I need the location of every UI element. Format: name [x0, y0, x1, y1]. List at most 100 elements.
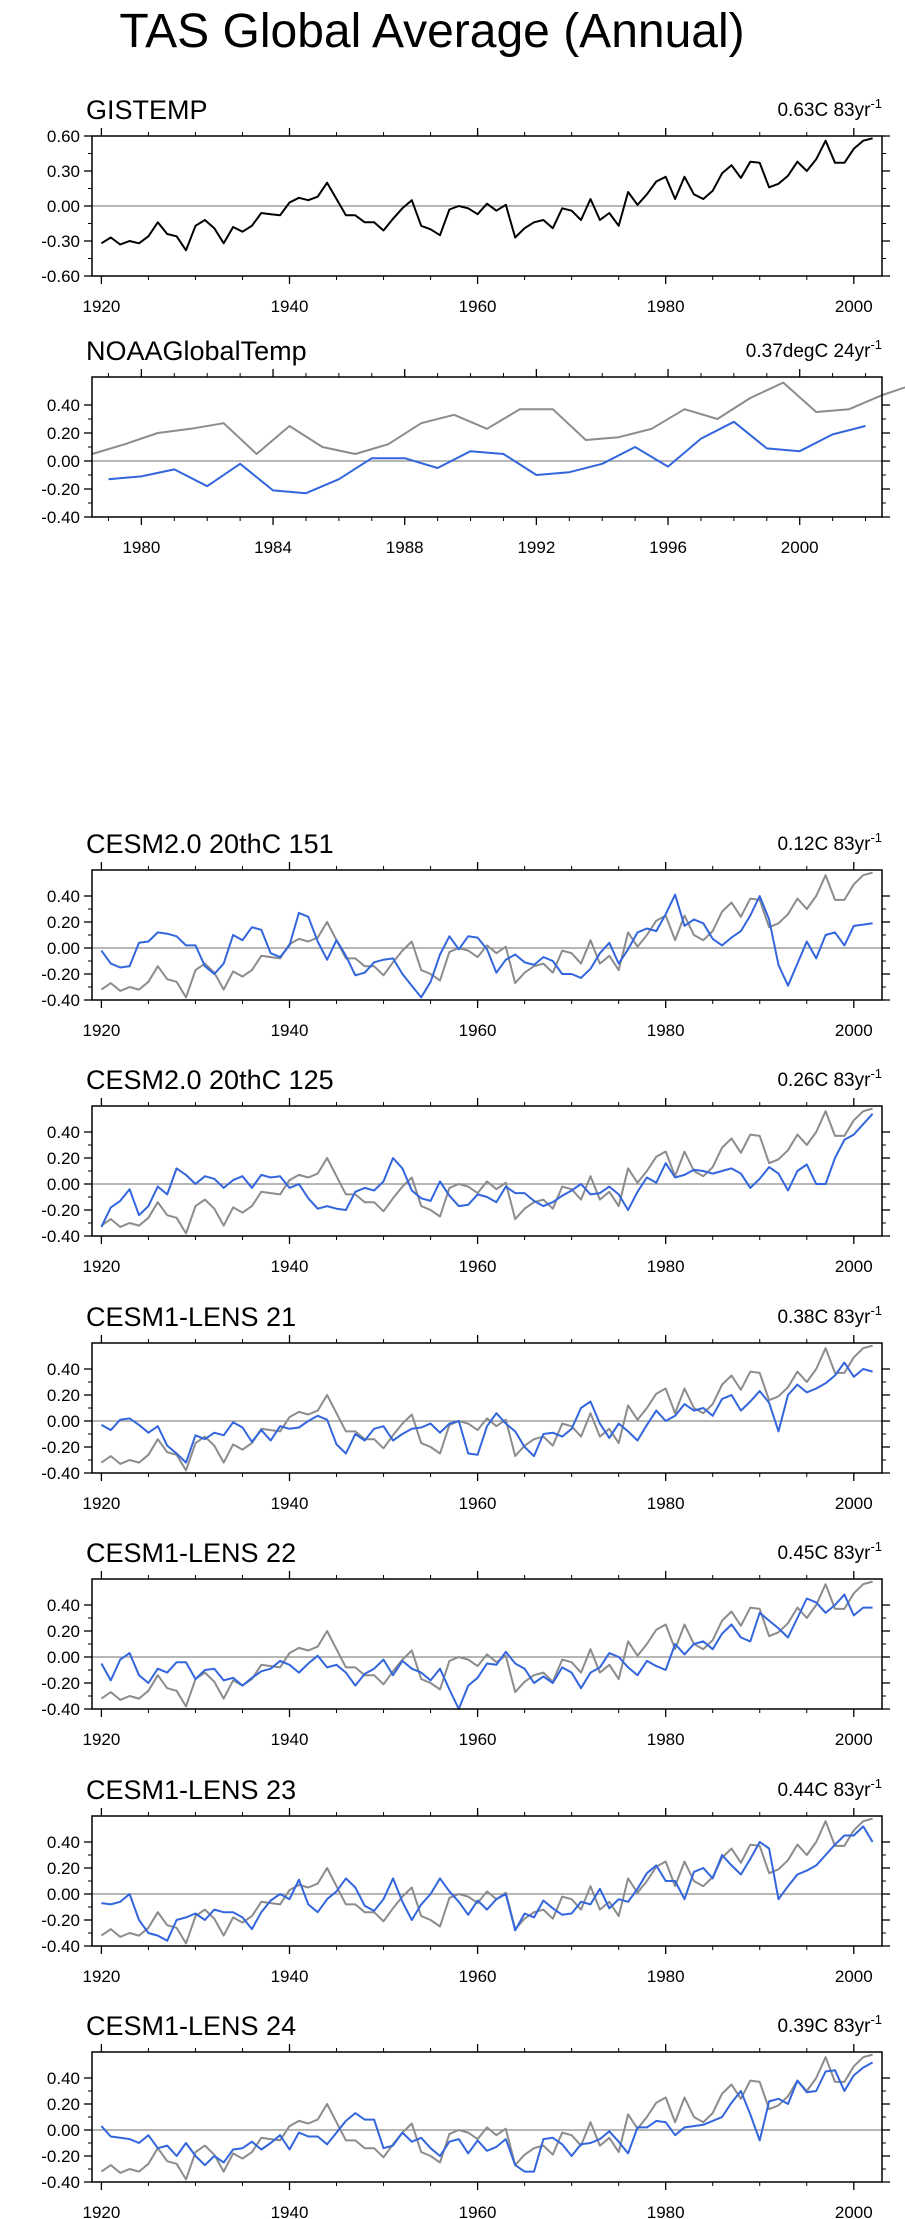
trend-exponent: -1: [870, 96, 882, 111]
trend-exponent: -1: [870, 337, 882, 352]
x-tick-label: 1980: [647, 1257, 685, 1276]
series-line-model: [100, 1361, 873, 1464]
main-title: TAS Global Average (Annual): [119, 5, 744, 58]
trend-value: 0.45C 83yr: [777, 1543, 871, 1564]
y-tick-label: 0.20: [47, 424, 80, 443]
x-tick-label: 1920: [82, 297, 120, 316]
y-tick-label: -0.60: [41, 267, 80, 286]
x-tick-label: 1920: [82, 1257, 120, 1276]
x-tick-label: 1920: [82, 1021, 120, 1040]
y-tick-label: -0.40: [41, 1700, 80, 1719]
panel-title: CESM1-LENS 24: [86, 2011, 296, 2041]
x-tick-label: 1992: [517, 538, 555, 557]
y-tick-label: 0.60: [47, 127, 80, 146]
x-tick-label: 1960: [459, 1257, 497, 1276]
series-line-model: [100, 893, 873, 999]
y-tick-label: -0.20: [41, 1674, 80, 1693]
y-tick-label: 0.20: [47, 1386, 80, 1405]
series-line-reference: [100, 1817, 873, 1945]
trend-value: 0.63C 83yr: [777, 100, 871, 121]
y-tick-label: 0.40: [47, 396, 80, 415]
x-tick-label: 1920: [82, 1730, 120, 1749]
y-tick-label: -0.40: [41, 2173, 80, 2192]
y-tick-label: 0.20: [47, 1622, 80, 1641]
y-tick-label: 0.40: [47, 1833, 80, 1852]
trend-exponent: -1: [870, 1776, 882, 1791]
chart-panel: CESM1-LENS 24 0.39C 83yr-1 0.40 0.20 0.00 -0.…: [41, 2011, 890, 2219]
x-tick-label: 2000: [835, 1494, 873, 1513]
x-tick-label: 1920: [82, 2203, 120, 2219]
trend-exponent: -1: [870, 2012, 882, 2027]
trend-exponent: -1: [870, 1066, 882, 1081]
chart-panel: CESM2.0 20thC 125 0.26C 83yr-1 0.40 0.20 0.0…: [41, 1065, 890, 1276]
y-tick-label: -0.40: [41, 508, 80, 527]
y-tick-label: -0.20: [41, 2147, 80, 2166]
x-tick-label: 1960: [459, 1730, 497, 1749]
x-tick-label: 1984: [254, 538, 292, 557]
x-tick-label: 1980: [122, 538, 160, 557]
x-tick-label: 2000: [781, 538, 819, 557]
series-line-reference: [100, 1580, 873, 1708]
panel-title: CESM2.0 20thC 151: [86, 829, 334, 859]
series-line-reference: [100, 1107, 873, 1235]
x-tick-label: 1980: [647, 1494, 685, 1513]
x-tick-label: 1960: [459, 1494, 497, 1513]
trend-exponent: -1: [870, 1539, 882, 1554]
x-tick-label: 2000: [835, 1257, 873, 1276]
trend-value: 0.38C 83yr: [777, 1307, 871, 1328]
y-tick-label: 0.00: [47, 1412, 80, 1431]
chart-panel: CESM1-LENS 21 0.38C 83yr-1 0.40 0.20 0.00 -0.…: [41, 1302, 890, 1513]
y-tick-label: -0.20: [41, 965, 80, 984]
trend-label: 0.63C 83yr-1: [777, 96, 882, 121]
y-tick-label: 0.40: [47, 887, 80, 906]
trend-label: 0.37degC 24yr-1: [746, 337, 882, 362]
x-tick-label: 1940: [271, 1967, 309, 1986]
panel-title: CESM1-LENS 21: [86, 1302, 296, 1332]
x-tick-label: 2000: [835, 2203, 873, 2219]
trend-value: 0.26C 83yr: [777, 1070, 871, 1091]
series-line-reference: [100, 1344, 873, 1472]
trend-label: 0.12C 83yr-1: [777, 830, 882, 855]
x-tick-label: 2000: [835, 1730, 873, 1749]
x-tick-label: 1996: [649, 538, 687, 557]
x-tick-label: 1960: [459, 2203, 497, 2219]
y-tick-label: 0.20: [47, 1859, 80, 1878]
y-tick-label: -0.40: [41, 1937, 80, 1956]
y-tick-label: -0.40: [41, 991, 80, 1010]
series-line-reference: [91, 381, 905, 455]
chart-panel: GISTEMP 0.63C 83yr-1 0.60 0.30 0.00 -0.30 -0.6…: [41, 95, 890, 316]
y-tick-label: 0.00: [47, 1175, 80, 1194]
x-tick-label: 1940: [271, 2203, 309, 2219]
x-tick-label: 1960: [459, 1967, 497, 1986]
y-tick-label: -0.20: [41, 1438, 80, 1457]
x-tick-label: 1960: [459, 297, 497, 316]
y-tick-label: 0.40: [47, 2069, 80, 2088]
x-tick-label: 1988: [386, 538, 424, 557]
x-tick-label: 1940: [271, 1730, 309, 1749]
panel-title: GISTEMP: [86, 95, 208, 125]
series-line-model: [101, 1825, 874, 1942]
panel-title: CESM2.0 20thC 125: [86, 1065, 334, 1095]
trend-value: 0.39C 83yr: [777, 2016, 871, 2037]
series-line-model: [108, 420, 866, 495]
y-tick-label: -0.40: [41, 1464, 80, 1483]
plot-frame: [91, 2051, 883, 2183]
y-tick-label: 0.00: [47, 197, 80, 216]
series-line-model: [100, 2061, 874, 2173]
trend-label: 0.26C 83yr-1: [777, 1066, 882, 1091]
x-tick-label: 1940: [271, 297, 309, 316]
trend-label: 0.38C 83yr-1: [777, 1303, 882, 1328]
y-tick-label: 0.40: [47, 1123, 80, 1142]
y-tick-label: 0.00: [47, 452, 80, 471]
x-tick-label: 1920: [82, 1967, 120, 1986]
plot-frame: [91, 1342, 883, 1474]
x-tick-label: 1960: [459, 1021, 497, 1040]
y-tick-label: -0.40: [41, 1227, 80, 1246]
x-tick-label: 1980: [647, 1730, 685, 1749]
x-tick-label: 1940: [271, 1021, 309, 1040]
plot-frame: [91, 1105, 883, 1237]
chart-panel: CESM1-LENS 23 0.44C 83yr-1 0.40 0.20 0.00 -0.…: [41, 1775, 890, 1986]
series-line-model: [100, 1593, 873, 1710]
x-tick-label: 2000: [835, 1021, 873, 1040]
